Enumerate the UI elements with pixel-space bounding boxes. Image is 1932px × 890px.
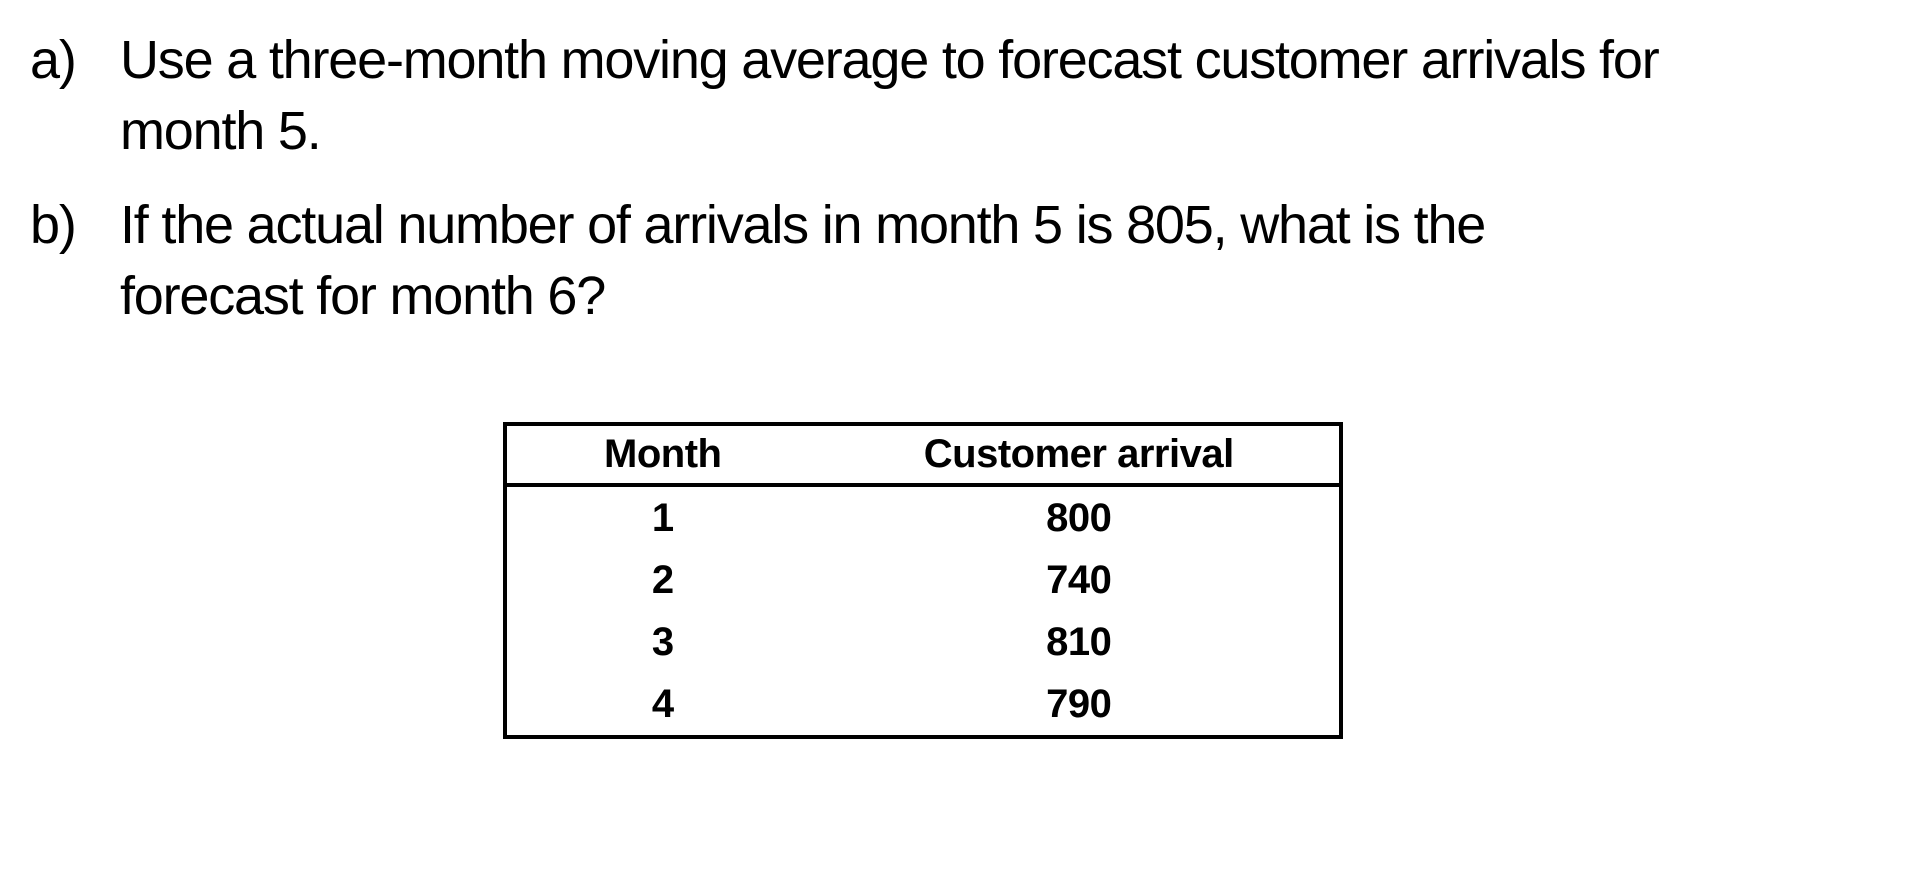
arrival-cell: 800 <box>1046 495 1112 540</box>
question-a-line-1: Use a three-month moving average to fore… <box>120 30 1660 90</box>
arrival-cell: 740 <box>1046 557 1112 602</box>
question-a-text: Use a three-month moving average to fore… <box>120 25 1910 167</box>
month-cell: 2 <box>651 557 674 602</box>
question-b-text: If the actual number of arrivals in mont… <box>120 190 1910 332</box>
arrival-cell: 810 <box>1046 619 1112 664</box>
arrival-cell: 790 <box>1046 681 1112 726</box>
month-cell: 4 <box>651 681 674 726</box>
question-b-line-2: forecast for month 6? <box>120 266 606 326</box>
question-b-marker: b) <box>30 195 77 255</box>
customer-arrivals-table: Month Customer arrival 1 800 2 740 3 810… <box>503 422 1343 739</box>
table-row: 4 790 <box>505 673 1341 737</box>
question-b-line-1: If the actual number of arrivals in mont… <box>120 195 1486 255</box>
question-a: a) Use a three-month moving average to f… <box>30 25 1910 167</box>
column-header-month: Month <box>505 424 819 487</box>
month-cell: 3 <box>651 619 674 664</box>
table-row: 1 800 <box>505 485 1341 549</box>
table-row: 2 740 <box>505 549 1341 611</box>
month-cell: 1 <box>651 495 674 540</box>
table-row: 3 810 <box>505 611 1341 673</box>
table-header-row: Month Customer arrival <box>505 424 1341 487</box>
question-a-line-2: month 5. <box>120 101 322 161</box>
column-header-customer-arrival: Customer arrival <box>818 424 1341 487</box>
question-a-marker: a) <box>30 30 77 90</box>
question-b: b) If the actual number of arrivals in m… <box>30 190 1910 332</box>
